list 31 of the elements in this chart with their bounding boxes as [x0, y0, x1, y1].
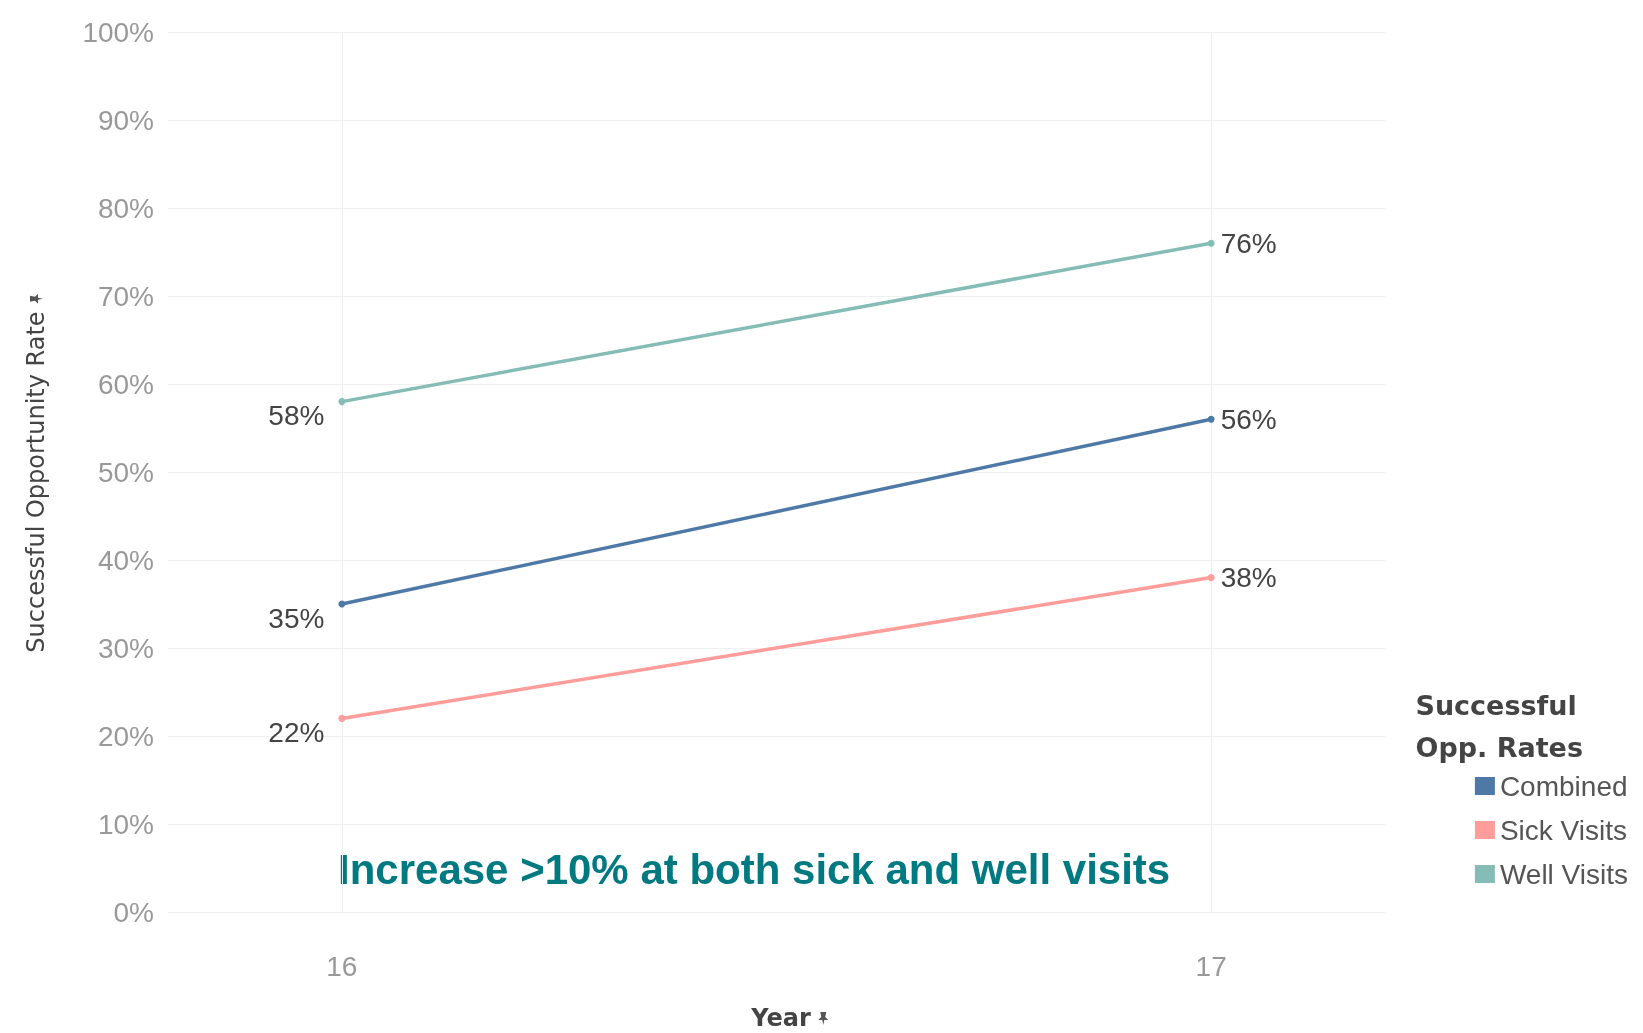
point: [338, 714, 346, 722]
y-tick-label: 30%: [97, 632, 154, 664]
data-label: 38%: [1220, 562, 1277, 594]
x-tick-label: 16: [326, 950, 358, 982]
data-label: 58%: [268, 400, 325, 432]
y-tick-label: 100%: [82, 16, 154, 48]
point: [1207, 574, 1215, 582]
y-tick-label: 70%: [97, 280, 154, 312]
y-tick-label: 80%: [97, 192, 154, 224]
x-axis-title: Year: [751, 1004, 811, 1032]
y-tick-label: 60%: [97, 368, 154, 400]
data-label: 22%: [268, 716, 325, 748]
data-label: 56%: [1220, 403, 1277, 435]
legend-label: Well Visits: [1499, 858, 1628, 890]
y-tick-label: 40%: [97, 544, 154, 576]
point: [1207, 415, 1215, 423]
y-tick-label: 0%: [113, 896, 154, 928]
y-axis-title: Successful Opportunity Rate: [22, 311, 50, 653]
legend-label: Combined: [1499, 770, 1628, 802]
annotation: Increase >10% at both sick and well visits: [338, 845, 1171, 893]
legend-label: Sick Visits: [1499, 814, 1627, 846]
y-tick-label: 10%: [97, 808, 154, 840]
data-label: 76%: [1220, 227, 1277, 259]
y-tick-label: 50%: [97, 456, 154, 488]
x-tick-label: 17: [1195, 950, 1227, 982]
y-tick-label: 20%: [97, 720, 154, 752]
y-tick-label: 90%: [97, 104, 154, 136]
data-label: 35%: [268, 602, 325, 634]
legend-title: Successful Opp. Rates: [1415, 689, 1584, 763]
point: [1207, 239, 1215, 247]
point: [338, 398, 346, 406]
